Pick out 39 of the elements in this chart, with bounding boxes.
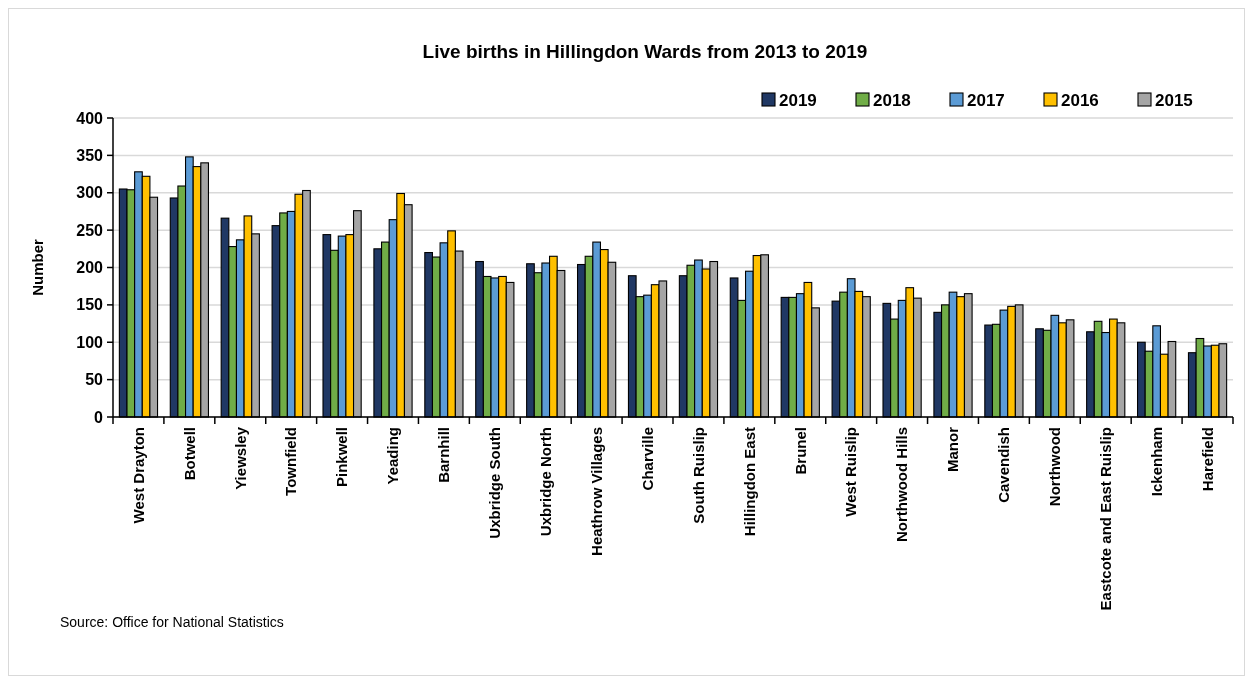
x-tick-label: Manor [944,426,962,472]
source-note: Source: Office for National Statistics [60,614,284,630]
x-tick-label: Cavendish [995,427,1013,503]
x-tick-label: West Ruislip [842,427,860,517]
chart-title: Live births in Hillingdon Wards from 2013 to 2019 [422,41,868,62]
y-tick-label: 400 [76,109,104,127]
x-tick-label: Yeading [384,427,402,485]
x-tick-label: Ickenham [1147,427,1165,497]
x-tick-label: Brunel [791,427,809,475]
legend-label: 2017 [967,90,1005,110]
y-tick-label: 100 [76,333,104,351]
x-tick-label: Harefield [1198,427,1216,492]
y-tick-label: 300 [76,184,104,202]
x-tick-label: Yiewsley [231,426,249,490]
x-tick-label: Charville [638,427,656,491]
x-tick-label: Heathrow Villages [587,427,605,556]
y-tick-label: 250 [76,221,104,239]
x-tick-label: South Ruislip [689,427,707,524]
x-tick-label: West Drayton [129,427,147,524]
y-tick-label: 350 [76,146,104,164]
x-tick-label: Uxbridge North [536,427,554,537]
x-tick-label: Townfield [282,427,300,496]
x-tick-label: Barnhill [435,427,453,483]
legend-label: 2016 [1061,90,1099,110]
x-tick-label: Uxbridge South [486,427,504,539]
x-tick-label: Northwood Hills [893,427,911,542]
y-axis-title: Number [29,239,47,296]
legend-label: 2018 [873,90,911,110]
x-tick-label: Hillingdon East [740,427,758,537]
x-tick-label: Botwell [180,427,198,481]
x-tick-label: Pinkwell [333,427,351,488]
y-tick-label: 150 [76,296,104,314]
legend-label: 2015 [1155,90,1193,110]
x-tick-label: Eastcote and East Ruislip [1096,427,1114,611]
y-tick-label: 50 [85,371,104,389]
x-tick-label: Northwood [1046,427,1064,507]
legend-label: 2019 [779,90,817,110]
y-tick-label: 200 [76,259,104,277]
y-tick-label: 0 [94,408,104,426]
